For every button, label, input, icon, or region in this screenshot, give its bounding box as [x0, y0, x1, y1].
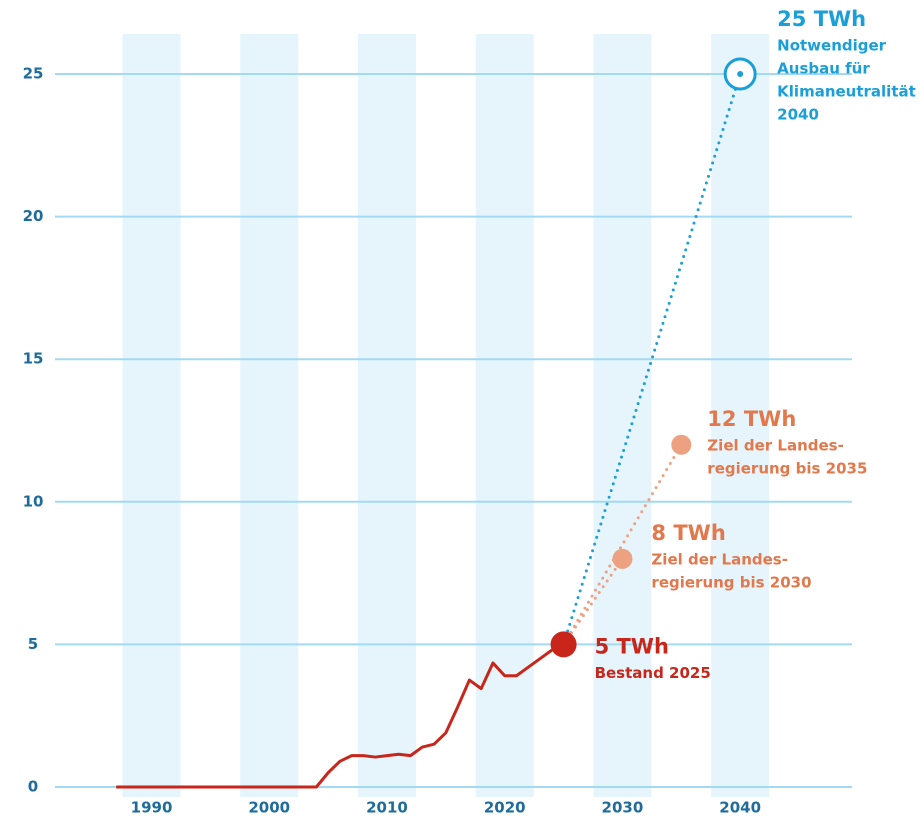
point-note: regierung bis 2030 — [651, 573, 811, 591]
y-tick-label: 25 — [23, 65, 44, 83]
decade-band — [711, 34, 770, 797]
decade-band — [357, 34, 416, 797]
point — [612, 548, 633, 569]
line — [116, 643, 565, 789]
target-dot — [737, 71, 744, 77]
x-tick-label: 2030 — [602, 799, 644, 817]
x-tick-label: 2020 — [484, 799, 526, 817]
point-label: 12 TWh — [707, 407, 796, 431]
point-label: 5 TWh — [595, 634, 669, 658]
x-tick-label: 2000 — [248, 799, 290, 817]
point-note: 2040 — [777, 106, 819, 124]
point-note: Ausbau für — [777, 60, 870, 78]
point-note: Ziel der Landes- — [707, 436, 844, 454]
decade-band — [240, 34, 299, 797]
point-label: 25 TWh — [777, 7, 866, 31]
point — [671, 434, 692, 455]
point — [550, 631, 577, 658]
x-tick-label: 2040 — [719, 799, 761, 817]
y-tick-label: 0 — [28, 778, 38, 796]
point-note: Ziel der Landes- — [651, 550, 788, 568]
y-tick-label: 5 — [28, 635, 38, 653]
x-tick-label: 1990 — [131, 799, 173, 817]
point-note: Bestand 2025 — [595, 664, 711, 682]
decade-band — [122, 34, 181, 797]
y-tick-label: 10 — [23, 492, 44, 510]
projection-line — [562, 72, 742, 646]
x-tick-label: 2010 — [366, 799, 408, 817]
decade-band — [593, 34, 652, 797]
y-tick-label: 15 — [23, 350, 44, 368]
point-note: regierung bis 2035 — [707, 459, 867, 477]
point-note: Klimaneutralität — [777, 83, 916, 101]
point-label: 8 TWh — [651, 521, 725, 545]
y-tick-label: 20 — [23, 207, 44, 225]
point-note: Notwendiger — [777, 37, 887, 55]
